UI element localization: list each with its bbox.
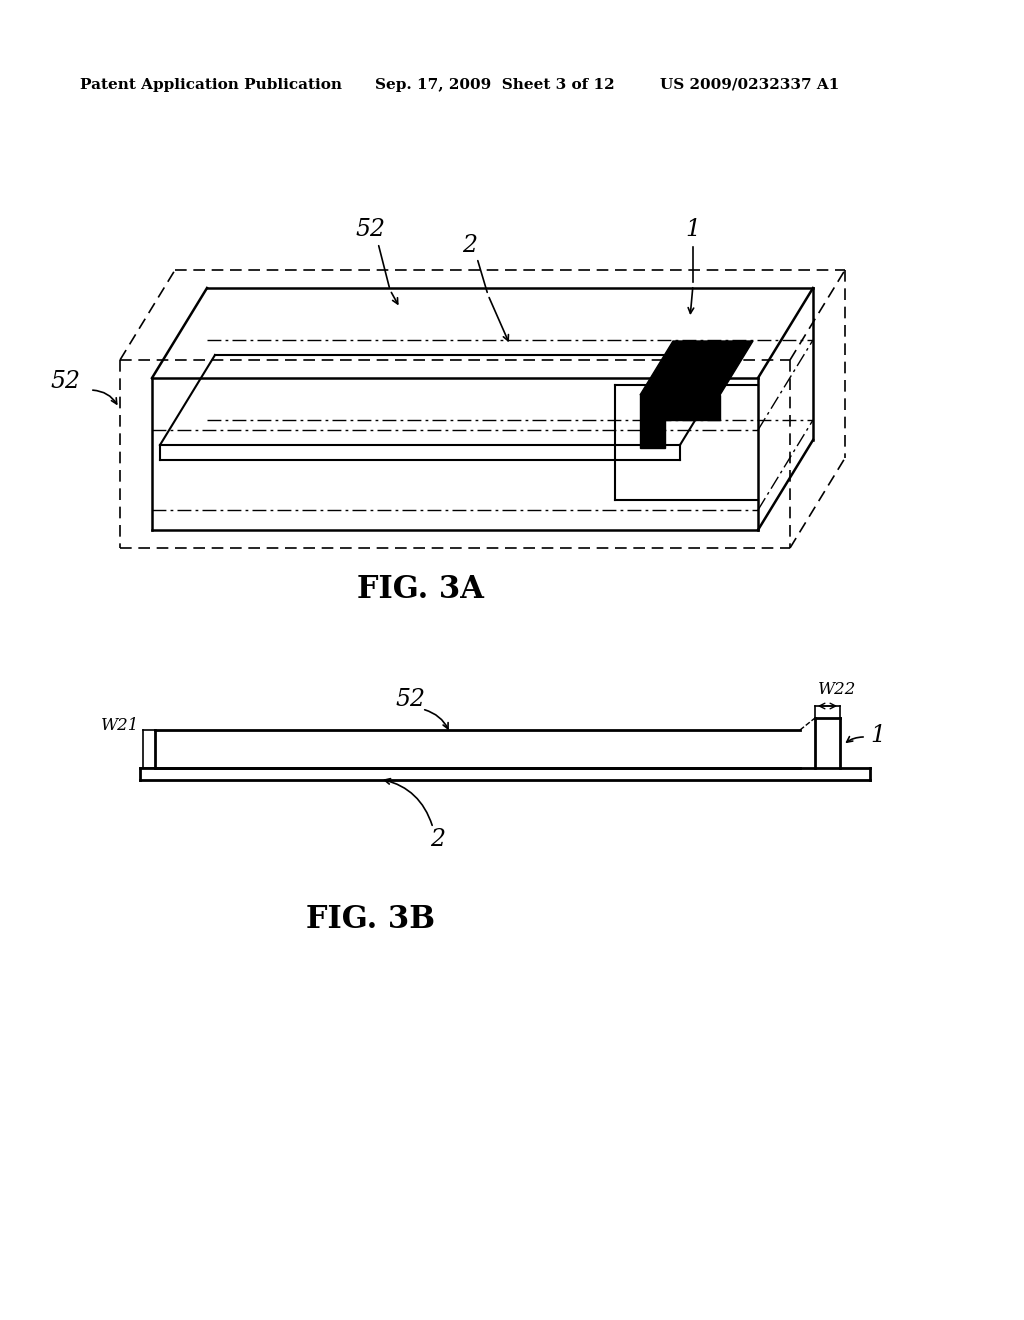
Text: 2: 2 (430, 829, 445, 851)
Polygon shape (640, 395, 720, 447)
Text: 52: 52 (355, 219, 385, 242)
Text: FIG. 3A: FIG. 3A (356, 574, 483, 606)
Text: 2: 2 (463, 234, 477, 256)
Text: FIG. 3B: FIG. 3B (305, 904, 434, 936)
Polygon shape (640, 341, 753, 395)
Text: Sep. 17, 2009  Sheet 3 of 12: Sep. 17, 2009 Sheet 3 of 12 (375, 78, 614, 92)
Text: 1: 1 (685, 219, 700, 242)
Text: W21: W21 (100, 717, 139, 734)
Text: 52: 52 (395, 689, 425, 711)
Text: 1: 1 (870, 723, 885, 747)
Text: Patent Application Publication: Patent Application Publication (80, 78, 342, 92)
Text: US 2009/0232337 A1: US 2009/0232337 A1 (660, 78, 840, 92)
Text: W22: W22 (818, 681, 856, 698)
Text: 52: 52 (50, 371, 80, 393)
